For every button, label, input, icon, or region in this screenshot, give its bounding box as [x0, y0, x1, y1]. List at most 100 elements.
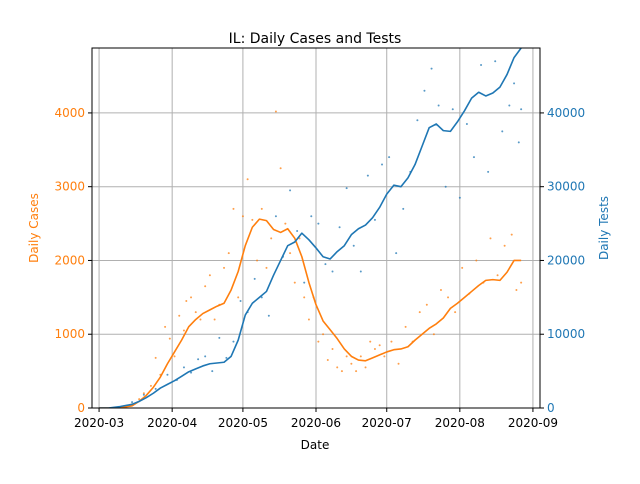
tests_daily-point — [366, 174, 369, 177]
tests_daily-point — [494, 60, 497, 63]
tests_daily-point — [204, 355, 207, 358]
tests_daily-point — [458, 196, 461, 199]
cases_daily-point — [241, 215, 244, 218]
y-left-tick-label: 4000 — [54, 106, 85, 120]
tests_daily-point — [324, 263, 327, 266]
cases_daily-point — [510, 233, 513, 236]
cases_daily-point — [364, 366, 367, 369]
tests_daily-point — [225, 356, 228, 359]
y-left-tick-label: 0 — [77, 401, 85, 415]
cases_daily-point — [293, 281, 296, 284]
cases_daily-point — [256, 259, 259, 262]
axes: 2020-03 2020-04 2020-05 2020-06 2020-07 2020-… — [54, 106, 585, 430]
tests_daily-point — [352, 244, 355, 247]
cases_daily-point — [223, 266, 226, 269]
cases_daily-point — [185, 300, 188, 303]
tests_daily-point — [451, 108, 454, 111]
cases_daily-point — [251, 218, 254, 221]
y-right-tick-label: 20000 — [547, 253, 585, 267]
tests_daily-point — [260, 296, 263, 299]
cases_daily-point — [289, 252, 292, 255]
tests_daily-point — [423, 89, 426, 92]
tests_daily-point — [303, 281, 306, 284]
cases_daily-point — [496, 274, 499, 277]
cases_daily-point — [260, 207, 263, 210]
x-tick-label: 2020-06 — [291, 416, 341, 430]
cases_daily-point — [489, 237, 492, 240]
y-left-tick-label: 2000 — [54, 253, 85, 267]
cases_daily-point — [173, 355, 176, 358]
cases_daily-point — [246, 178, 249, 181]
tests_avg-line — [99, 48, 522, 408]
tests_daily-point — [289, 189, 292, 192]
tests_daily-point — [520, 108, 523, 111]
cases_daily-point — [232, 207, 235, 210]
tests_daily-point — [517, 141, 520, 144]
cases_daily-point — [397, 362, 400, 365]
tests_daily-point — [513, 82, 516, 85]
tests_daily-point — [508, 104, 511, 107]
tests_daily-point — [154, 387, 157, 390]
tests_daily-point — [388, 156, 391, 159]
cases_daily-point — [359, 355, 362, 358]
cases_daily-point — [404, 325, 407, 328]
y-right-axis-label: Daily Tests — [597, 196, 611, 260]
y-left-axis-label: Daily Cases — [27, 193, 41, 263]
cases_daily-point — [383, 355, 386, 358]
cases_daily-point — [270, 237, 273, 240]
cases_daily-point — [432, 333, 435, 336]
y-left-tick-label: 3000 — [54, 180, 85, 194]
cases_daily-point — [204, 285, 207, 288]
cases_daily-point — [454, 311, 457, 314]
tests_daily-point — [197, 358, 200, 361]
y-right-tick-label: 40000 — [547, 106, 585, 120]
tests_daily-point — [416, 119, 419, 122]
x-tick-label: 2020-04 — [147, 416, 197, 430]
cases_daily-point — [194, 311, 197, 314]
cases_daily-point — [355, 370, 358, 373]
y-left-tick-label: 1000 — [54, 327, 85, 341]
x-axis-label: Date — [301, 438, 330, 452]
tests_daily-point — [501, 130, 504, 133]
cases_daily-point — [227, 252, 230, 255]
cases_daily-point — [369, 340, 372, 343]
tests_daily-point — [274, 215, 277, 218]
cases_daily-point — [336, 366, 339, 369]
tests_daily-point — [373, 218, 376, 221]
cases_daily-point — [331, 347, 334, 350]
cases_daily-point — [317, 340, 320, 343]
tests_daily-point — [239, 300, 242, 303]
data-series — [99, 48, 523, 408]
tests_daily-point — [430, 67, 433, 70]
y-right-tick-label: 0 — [547, 401, 555, 415]
cases_daily-point — [237, 296, 240, 299]
x-tick-label: 2020-07 — [362, 416, 412, 430]
cases_daily-point — [322, 333, 325, 336]
cases_avg-line — [99, 218, 522, 408]
tests_daily-point — [267, 314, 270, 317]
cases_daily-point — [303, 296, 306, 299]
cases_daily-point — [149, 384, 152, 387]
tests_daily-point — [480, 63, 483, 66]
cases_daily-point — [274, 110, 277, 113]
tests_daily-point — [359, 270, 362, 273]
tests_daily-point — [317, 222, 320, 225]
cases_daily-point — [373, 347, 376, 350]
cases_daily-point — [345, 355, 348, 358]
tests_daily-point — [182, 366, 185, 369]
tests_daily-point — [338, 226, 341, 229]
cases_daily-point — [213, 318, 216, 321]
cases_daily-point — [284, 222, 287, 225]
x-tick-label: 2020-08 — [435, 416, 485, 430]
tests_daily-point — [211, 370, 214, 373]
cases_daily-point — [439, 288, 442, 291]
cases_daily-point — [461, 266, 464, 269]
x-tick-label: 2020-03 — [74, 416, 124, 430]
tests_daily-point — [218, 336, 221, 339]
cases_daily-point — [418, 311, 421, 314]
tests_daily-point — [465, 122, 468, 125]
cases_daily-point — [190, 296, 193, 299]
cases_daily-point — [447, 296, 450, 299]
